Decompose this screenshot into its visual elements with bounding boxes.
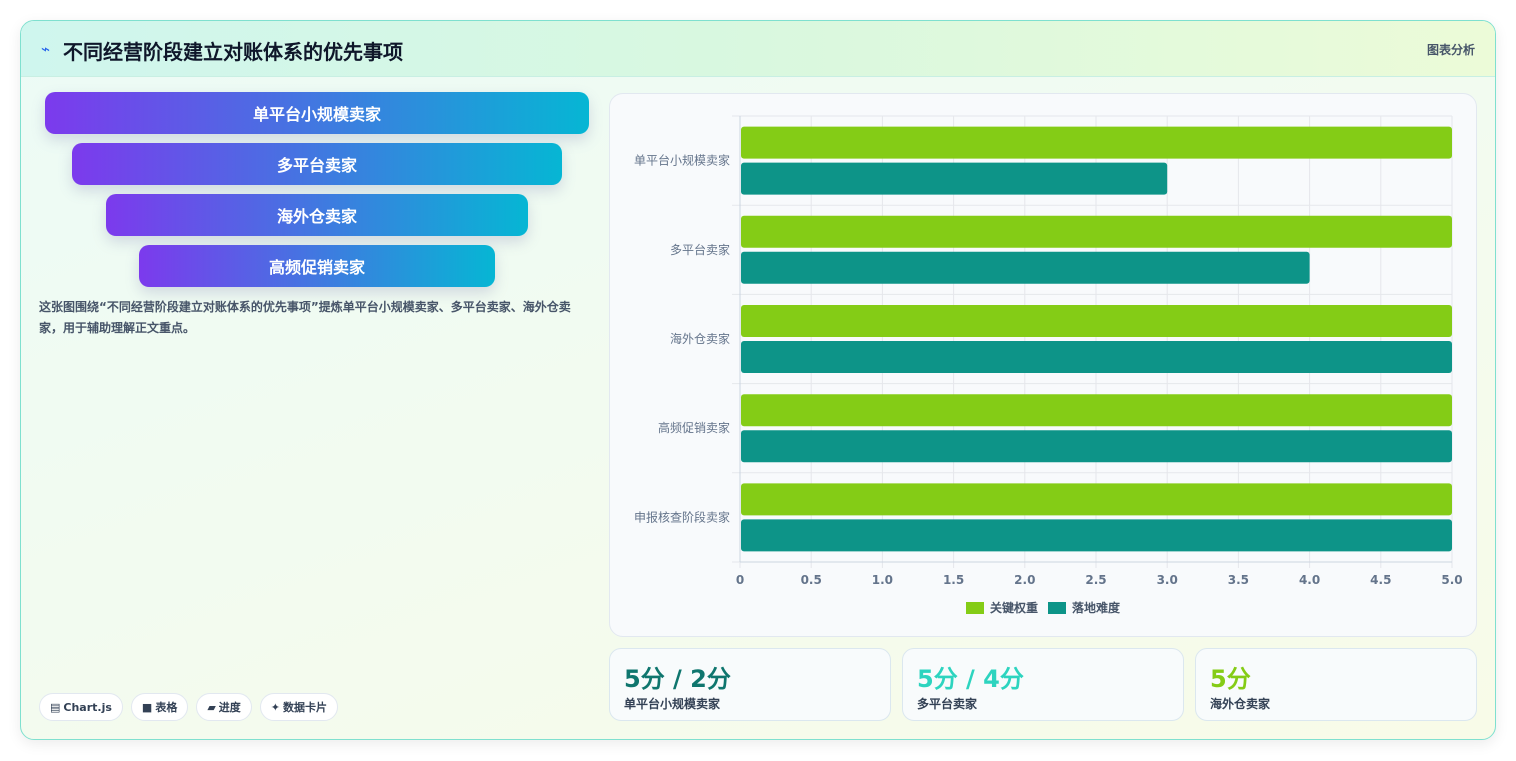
- progress-icon: ▰: [207, 700, 216, 714]
- y-tick-label: 多平台卖家: [670, 242, 730, 257]
- x-tick-label: 5.0: [1441, 573, 1462, 587]
- funnel-step-2: 多平台卖家: [72, 143, 562, 185]
- x-tick-label: 3.5: [1228, 573, 1249, 587]
- bar: [741, 215, 1452, 248]
- card-title: 不同经营阶段建立对账体系的优先事项: [63, 40, 403, 64]
- stat-label: 单平台小规模卖家: [624, 697, 721, 711]
- bar: [741, 341, 1452, 373]
- bar: [741, 519, 1452, 552]
- sparkle-icon: ✦: [270, 700, 281, 714]
- chart-analysis-badge: 图表分析: [1426, 43, 1475, 57]
- bar: [741, 162, 1168, 195]
- stat-card-3: 5分 海外仓卖家: [1195, 648, 1477, 721]
- x-tick-label: 1.0: [872, 573, 893, 587]
- y-tick-label: 申报核查阶段卖家: [634, 509, 730, 524]
- x-tick-label: 2.0: [1014, 573, 1035, 587]
- table-icon: ■: [141, 700, 153, 714]
- stat-card-1: 5分 / 2分 单平台小规模卖家: [609, 648, 891, 721]
- chip-table[interactable]: ■ 表格: [130, 693, 189, 721]
- card-header: ⌁ 不同经营阶段建立对账体系的优先事项 图表分析: [21, 21, 1495, 77]
- stat-label: 多平台卖家: [917, 697, 978, 711]
- legend-swatch: [1048, 602, 1066, 614]
- trend-icon: ⌁: [41, 40, 51, 58]
- bar: [741, 394, 1452, 427]
- funnel-step-4: 高频促销卖家: [139, 245, 495, 287]
- stat-label: 海外仓卖家: [1210, 697, 1271, 711]
- chip-label: 进度: [218, 701, 241, 714]
- chart-panel: 0 0.5 1.0 1.5 2.0 2.5 3.0 3.5 4.0 4.5 5.0 单平台小规模卖家多…: [609, 93, 1477, 637]
- legend-label: 关键权重: [990, 600, 1038, 615]
- x-tick-label: 0.5: [801, 573, 822, 587]
- y-tick-label: 高频促销卖家: [658, 420, 730, 435]
- x-tick-label: 2.5: [1085, 573, 1106, 587]
- chip-label: 表格: [155, 701, 178, 714]
- bar: [741, 483, 1452, 516]
- bar: [741, 251, 1310, 284]
- bar: [741, 126, 1452, 159]
- chip-label: 数据卡片: [283, 701, 328, 714]
- x-tick-label: 0: [736, 573, 744, 587]
- chart-card: ⌁ 不同经营阶段建立对账体系的优先事项 图表分析 单平台小规模卖家 多平台卖家 …: [20, 20, 1496, 740]
- x-tick-label: 1.5: [943, 573, 964, 587]
- y-tick-label: 单平台小规模卖家: [634, 153, 730, 168]
- y-tick-label: 海外仓卖家: [670, 331, 730, 346]
- chip-progress[interactable]: ▰ 进度: [196, 693, 252, 721]
- chart-icon: ▤: [50, 700, 61, 714]
- legend-swatch: [966, 602, 984, 614]
- stat-value: 5分 / 4分: [917, 665, 1024, 693]
- bar-chart: 0 0.5 1.0 1.5 2.0 2.5 3.0 3.5 4.0 4.5 5.0 单平台小规模卖家多…: [634, 115, 1463, 615]
- stat-card-2: 5分 / 4分 多平台卖家: [902, 648, 1184, 721]
- stat-value: 5分 / 2分: [624, 665, 731, 693]
- legend-label: 落地难度: [1072, 600, 1121, 615]
- stat-value: 5分: [1210, 665, 1251, 693]
- x-tick-label: 3.0: [1157, 573, 1178, 587]
- funnel-step-3: 海外仓卖家: [106, 194, 528, 236]
- x-tick-label: 4.0: [1299, 573, 1320, 587]
- chip-data-card[interactable]: ✦ 数据卡片: [259, 693, 339, 721]
- chip-label: Chart.js: [63, 700, 112, 714]
- chart-description: 这张图围绕“不同经营阶段建立对账体系的优先事项”提炼单平台小规模卖家、多平台卖家…: [39, 300, 571, 335]
- chip-chartjs[interactable]: ▤ Chart.js: [39, 693, 123, 721]
- feature-chips: ▤ Chart.js ■ 表格 ▰ 进度 ✦ 数据卡片: [39, 693, 339, 721]
- bar: [741, 430, 1452, 463]
- bar: [741, 305, 1452, 337]
- x-tick-label: 4.5: [1370, 573, 1391, 587]
- funnel-step-1: 单平台小规模卖家: [45, 92, 589, 134]
